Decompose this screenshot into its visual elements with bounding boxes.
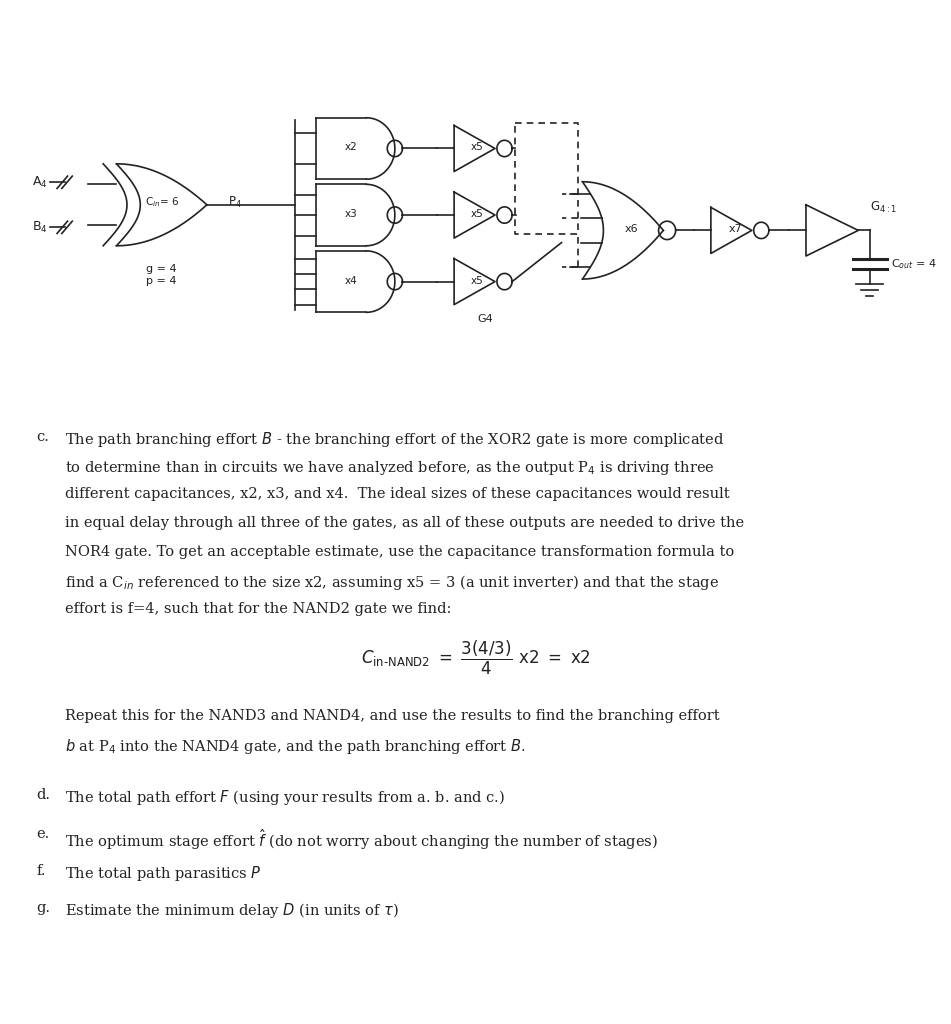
Text: P$_4$: P$_4$ <box>227 196 242 210</box>
Text: $b$ at P$_4$ into the NAND4 gate, and the path branching effort $B$.: $b$ at P$_4$ into the NAND4 gate, and th… <box>65 737 525 757</box>
Text: The optimum stage effort $\hat{f}$ (do not worry about changing the number of st: The optimum stage effort $\hat{f}$ (do n… <box>65 827 658 852</box>
Text: different capacitances, x2, x3, and x4.  The ideal sizes of these capacitances w: different capacitances, x2, x3, and x4. … <box>65 487 729 502</box>
Text: x7: x7 <box>728 224 742 234</box>
Text: in equal delay through all three of the gates, as all of these outputs are neede: in equal delay through all three of the … <box>65 516 744 530</box>
Text: The total path effort $F$ (using your results from a. b. and c.): The total path effort $F$ (using your re… <box>65 788 505 808</box>
Text: x5: x5 <box>471 142 484 153</box>
Text: x6: x6 <box>625 224 638 234</box>
Text: x2: x2 <box>344 142 358 153</box>
Text: x5: x5 <box>471 209 484 219</box>
Text: effort is f=4, such that for the NAND2 gate we find:: effort is f=4, such that for the NAND2 g… <box>65 602 451 616</box>
Text: f.: f. <box>36 864 46 879</box>
Text: g.: g. <box>36 901 50 915</box>
Text: find a C$_{in}$ referenced to the size x2, assuming x5 = 3 (a unit inverter) and: find a C$_{in}$ referenced to the size x… <box>65 573 719 593</box>
Text: G4: G4 <box>477 314 493 325</box>
Text: $C_{\mathrm{in\text{-}NAND2}}\ =\ \dfrac{3(4/3)}{4}\ \mathrm{x2}\ =\ \mathrm{x2}: $C_{\mathrm{in\text{-}NAND2}}\ =\ \dfrac… <box>360 639 591 677</box>
Text: The path branching effort $B$ - the branching effort of the XOR2 gate is more co: The path branching effort $B$ - the bran… <box>65 430 724 450</box>
Text: The total path parasitics $P$: The total path parasitics $P$ <box>65 864 262 884</box>
Text: C$_{out}$ = 4: C$_{out}$ = 4 <box>890 257 937 271</box>
Text: G$_{4:1}$: G$_{4:1}$ <box>869 201 897 215</box>
Text: d.: d. <box>36 788 50 803</box>
Text: g = 4
p = 4: g = 4 p = 4 <box>146 264 177 286</box>
Text: x5: x5 <box>471 275 484 286</box>
Text: NOR4 gate. To get an acceptable estimate, use the capacitance transformation for: NOR4 gate. To get an acceptable estimate… <box>65 545 734 559</box>
Text: to determine than in circuits we have analyzed before, as the output P$_4$ is dr: to determine than in circuits we have an… <box>65 459 714 477</box>
Text: e.: e. <box>36 827 49 842</box>
Text: x3: x3 <box>344 209 358 219</box>
Text: B$_4$: B$_4$ <box>32 220 48 234</box>
Text: Estimate the minimum delay $D$ (in units of $\tau$): Estimate the minimum delay $D$ (in units… <box>65 901 398 921</box>
Text: x4: x4 <box>344 275 358 286</box>
Text: A$_4$: A$_4$ <box>32 175 48 189</box>
Text: c.: c. <box>36 430 49 444</box>
Text: Repeat this for the NAND3 and NAND4, and use the results to find the branching e: Repeat this for the NAND3 and NAND4, and… <box>65 709 719 723</box>
Text: C$_{in}$= 6: C$_{in}$= 6 <box>145 195 179 209</box>
